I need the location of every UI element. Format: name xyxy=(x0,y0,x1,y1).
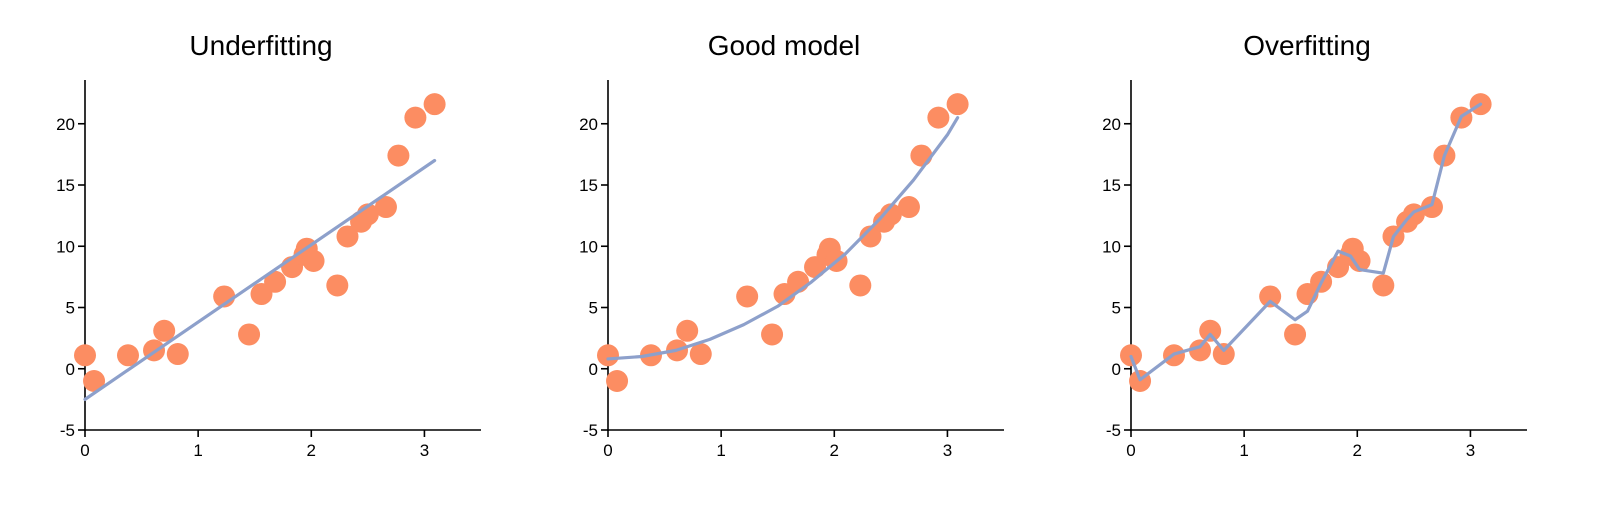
data-point xyxy=(946,93,969,116)
data-point xyxy=(736,285,759,308)
data-point xyxy=(1212,343,1235,366)
fit-line xyxy=(606,116,960,361)
y-tick-label: 5 xyxy=(66,299,75,318)
data-point xyxy=(897,196,920,219)
chart-title: Underfitting xyxy=(189,30,332,61)
data-point xyxy=(326,274,349,297)
chart-panel-1: Underfitting -5 0 5 10 15 20 0 1 2 3 xyxy=(56,30,481,460)
fit-line xyxy=(1129,102,1483,382)
x-tick-label: 2 xyxy=(307,441,316,460)
data-point xyxy=(787,270,810,293)
data-point xyxy=(1420,196,1443,219)
x-tick-label: 2 xyxy=(1353,441,1362,460)
fit-line xyxy=(83,158,437,401)
data-point xyxy=(302,249,325,272)
data-point xyxy=(676,319,699,342)
y-tick-label: 0 xyxy=(1112,360,1121,379)
data-point xyxy=(404,106,427,129)
data-point xyxy=(1284,323,1307,346)
data-point xyxy=(927,106,950,129)
data-point xyxy=(761,323,784,346)
chart-panel-3: Overfitting -5 0 5 10 15 20 0 1 2 3 xyxy=(1102,30,1527,460)
data-point xyxy=(1372,274,1395,297)
y-tick-label: 0 xyxy=(66,360,75,379)
data-point xyxy=(116,344,139,367)
chart-title: Overfitting xyxy=(1243,30,1371,61)
data-point xyxy=(336,225,359,248)
data-point xyxy=(387,144,410,167)
y-tick-label: 5 xyxy=(589,299,598,318)
data-point xyxy=(166,343,189,366)
y-tick-label: 15 xyxy=(579,176,598,195)
x-tick-label: 0 xyxy=(80,441,89,460)
y-tick-label: 20 xyxy=(579,115,598,134)
y-tick-label: 15 xyxy=(56,176,75,195)
data-point xyxy=(1189,339,1212,362)
data-point xyxy=(423,93,446,116)
data-point xyxy=(606,370,629,392)
data-point xyxy=(1199,319,1222,342)
data-point xyxy=(597,344,619,367)
x-tick-label: 1 xyxy=(716,441,725,460)
y-tick-label: 10 xyxy=(1102,237,1121,256)
x-tick-label: 3 xyxy=(1466,441,1475,460)
y-tick-label: 10 xyxy=(56,237,75,256)
data-point xyxy=(859,225,882,248)
chart-title: Good model xyxy=(708,30,861,61)
y-tick-label: -5 xyxy=(583,421,598,440)
data-point xyxy=(264,270,287,293)
data-point xyxy=(879,203,902,226)
data-point xyxy=(374,196,397,219)
y-tick-label: 15 xyxy=(1102,176,1121,195)
x-tick-label: 0 xyxy=(603,441,612,460)
x-tick-label: 2 xyxy=(830,441,839,460)
y-tick-label: 0 xyxy=(589,360,598,379)
x-tick-label: 1 xyxy=(1239,441,1248,460)
x-tick-label: 0 xyxy=(1126,441,1135,460)
data-point xyxy=(1348,249,1371,272)
y-tick-label: 10 xyxy=(579,237,598,256)
x-tick-label: 3 xyxy=(420,441,429,460)
data-point xyxy=(689,343,712,366)
x-tick-label: 3 xyxy=(943,441,952,460)
y-tick-label: 20 xyxy=(1102,115,1121,134)
x-tick-label: 1 xyxy=(193,441,202,460)
y-tick-label: -5 xyxy=(60,421,75,440)
data-point xyxy=(83,370,106,392)
data-point xyxy=(849,274,872,297)
y-tick-label: 20 xyxy=(56,115,75,134)
data-point xyxy=(153,319,176,342)
y-tick-label: -5 xyxy=(1106,421,1121,440)
data-point xyxy=(910,144,933,167)
data-point xyxy=(238,323,261,346)
y-tick-label: 5 xyxy=(1112,299,1121,318)
data-point xyxy=(1259,285,1282,308)
chart-panel-2: Good model -5 0 5 10 15 20 0 1 2 3 xyxy=(579,30,1004,460)
data-point xyxy=(74,344,96,367)
